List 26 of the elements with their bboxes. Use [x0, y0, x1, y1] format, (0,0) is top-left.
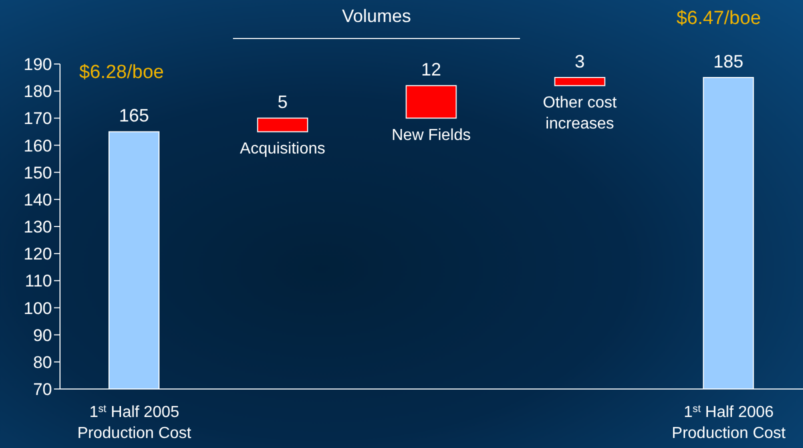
y-tick-label: 160: [24, 136, 52, 156]
data-label: 185: [713, 52, 744, 72]
y-tick-label: 170: [24, 109, 52, 128]
y-tick-label: 190: [24, 55, 52, 74]
y-tick-label: 80: [33, 352, 52, 372]
y-tick-label: 120: [24, 244, 52, 264]
text: $6.47/boe: [676, 8, 761, 29]
y-tick-label: 100: [24, 298, 52, 318]
data-label: 12: [421, 60, 442, 80]
y-tick-label: 150: [24, 163, 52, 182]
annotation: $6.28/boe: [79, 62, 164, 83]
data-label: 5: [278, 92, 288, 112]
y-tick-label: 140: [24, 190, 52, 210]
data-label: 3: [574, 52, 585, 72]
x-tick-label: Acquisitions: [240, 140, 326, 158]
x-tick-label: New Fields: [392, 127, 471, 144]
y-tick-label: 90: [33, 326, 52, 345]
x-tick-label: 1$^{st}$ Half 2006 Production Cost: [672, 404, 786, 442]
x-tick-label: 1$^{st}$ Half 2005 Production Cost: [77, 404, 192, 442]
x-tick-label: Other cost increases: [542, 94, 618, 133]
y-tick-label: 110: [24, 272, 52, 291]
y-tick-label: 70: [33, 380, 52, 400]
y-tick-label: 180: [24, 82, 52, 102]
text: Volumes: [342, 6, 411, 26]
y-tick-label: 130: [24, 218, 52, 237]
data-label: 165: [118, 106, 150, 126]
